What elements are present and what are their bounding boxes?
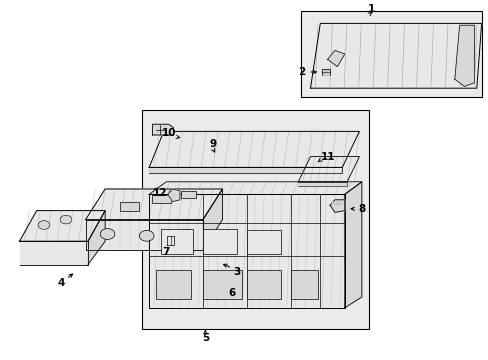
Polygon shape	[298, 157, 359, 182]
Polygon shape	[167, 189, 180, 202]
Polygon shape	[454, 25, 473, 86]
Bar	[246, 270, 281, 299]
Bar	[290, 270, 317, 299]
Polygon shape	[85, 220, 203, 250]
Bar	[246, 230, 281, 254]
Polygon shape	[149, 167, 342, 173]
Bar	[203, 270, 242, 299]
Text: 12: 12	[153, 188, 167, 198]
Polygon shape	[152, 124, 173, 135]
Text: 8: 8	[358, 204, 365, 214]
Text: 5: 5	[202, 333, 208, 343]
Circle shape	[38, 221, 50, 229]
Polygon shape	[20, 241, 88, 265]
Text: 9: 9	[209, 139, 216, 149]
Text: 3: 3	[233, 267, 240, 277]
Circle shape	[179, 229, 192, 239]
Circle shape	[100, 229, 115, 239]
Polygon shape	[344, 182, 361, 308]
Polygon shape	[329, 200, 344, 212]
Text: 10: 10	[161, 128, 176, 138]
Polygon shape	[321, 69, 329, 75]
Polygon shape	[203, 189, 222, 250]
Bar	[161, 229, 193, 254]
Polygon shape	[149, 131, 359, 167]
Polygon shape	[88, 211, 105, 265]
Bar	[203, 229, 237, 254]
Text: 4: 4	[57, 278, 65, 288]
Bar	[181, 191, 195, 198]
Polygon shape	[167, 236, 174, 245]
Polygon shape	[149, 182, 361, 194]
Text: 11: 11	[320, 152, 334, 162]
Circle shape	[139, 230, 154, 241]
Bar	[151, 195, 171, 203]
Text: 2: 2	[298, 67, 305, 77]
Circle shape	[60, 215, 72, 224]
Polygon shape	[149, 194, 344, 308]
Text: 7: 7	[162, 247, 170, 257]
Bar	[156, 270, 190, 299]
Bar	[120, 202, 139, 211]
Polygon shape	[310, 23, 481, 88]
Bar	[300, 11, 481, 97]
Text: 1: 1	[367, 4, 374, 14]
Bar	[142, 110, 368, 329]
Polygon shape	[20, 211, 105, 241]
Polygon shape	[298, 182, 346, 186]
Text: 6: 6	[228, 288, 235, 298]
Polygon shape	[327, 50, 344, 67]
Polygon shape	[85, 189, 222, 220]
Polygon shape	[331, 202, 341, 204]
